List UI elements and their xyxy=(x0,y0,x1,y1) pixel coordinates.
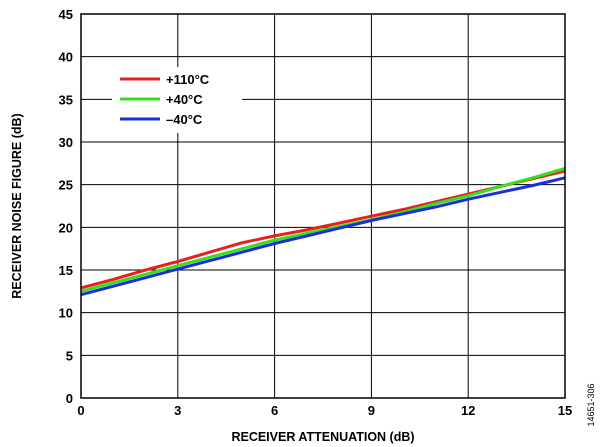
x-tick-label: 0 xyxy=(77,403,84,418)
legend: +110°C +40°C –40°C xyxy=(112,67,242,133)
x-tick-label: 12 xyxy=(461,403,475,418)
series-line-1 xyxy=(80,167,566,293)
x-tick-label: 9 xyxy=(368,403,375,418)
series-lines xyxy=(80,167,566,297)
x-axis-title: RECEIVER ATTENUATION (dB) xyxy=(231,430,414,444)
x-tick-label: 3 xyxy=(174,403,181,418)
figure-code-annotation: 14651-306 xyxy=(586,383,596,426)
y-tick-label: 10 xyxy=(59,306,73,321)
y-tick-label: 0 xyxy=(66,391,73,406)
y-tick-label: 20 xyxy=(59,220,73,235)
x-tick-label: 15 xyxy=(558,403,572,418)
y-tick-labels: 0 5 10 15 20 25 30 35 40 45 xyxy=(59,7,73,406)
y-tick-label: 30 xyxy=(59,135,73,150)
x-tick-labels: 0 3 6 9 12 15 xyxy=(77,403,572,418)
legend-label: –40°C xyxy=(166,112,203,127)
y-tick-label: 35 xyxy=(59,92,73,107)
y-tick-label: 40 xyxy=(59,50,73,65)
y-tick-label: 5 xyxy=(66,348,73,363)
y-tick-label: 25 xyxy=(59,178,73,193)
plot-frame xyxy=(80,13,566,399)
y-axis-title: RECEIVER NOISE FIGURE (dB) xyxy=(10,113,24,298)
series-line-2 xyxy=(80,176,566,297)
y-tick-label: 45 xyxy=(59,7,73,22)
y-tick-label: 15 xyxy=(59,263,73,278)
x-tick-label: 6 xyxy=(271,403,278,418)
legend-label: +40°C xyxy=(166,92,203,107)
legend-label: +110°C xyxy=(166,72,210,87)
